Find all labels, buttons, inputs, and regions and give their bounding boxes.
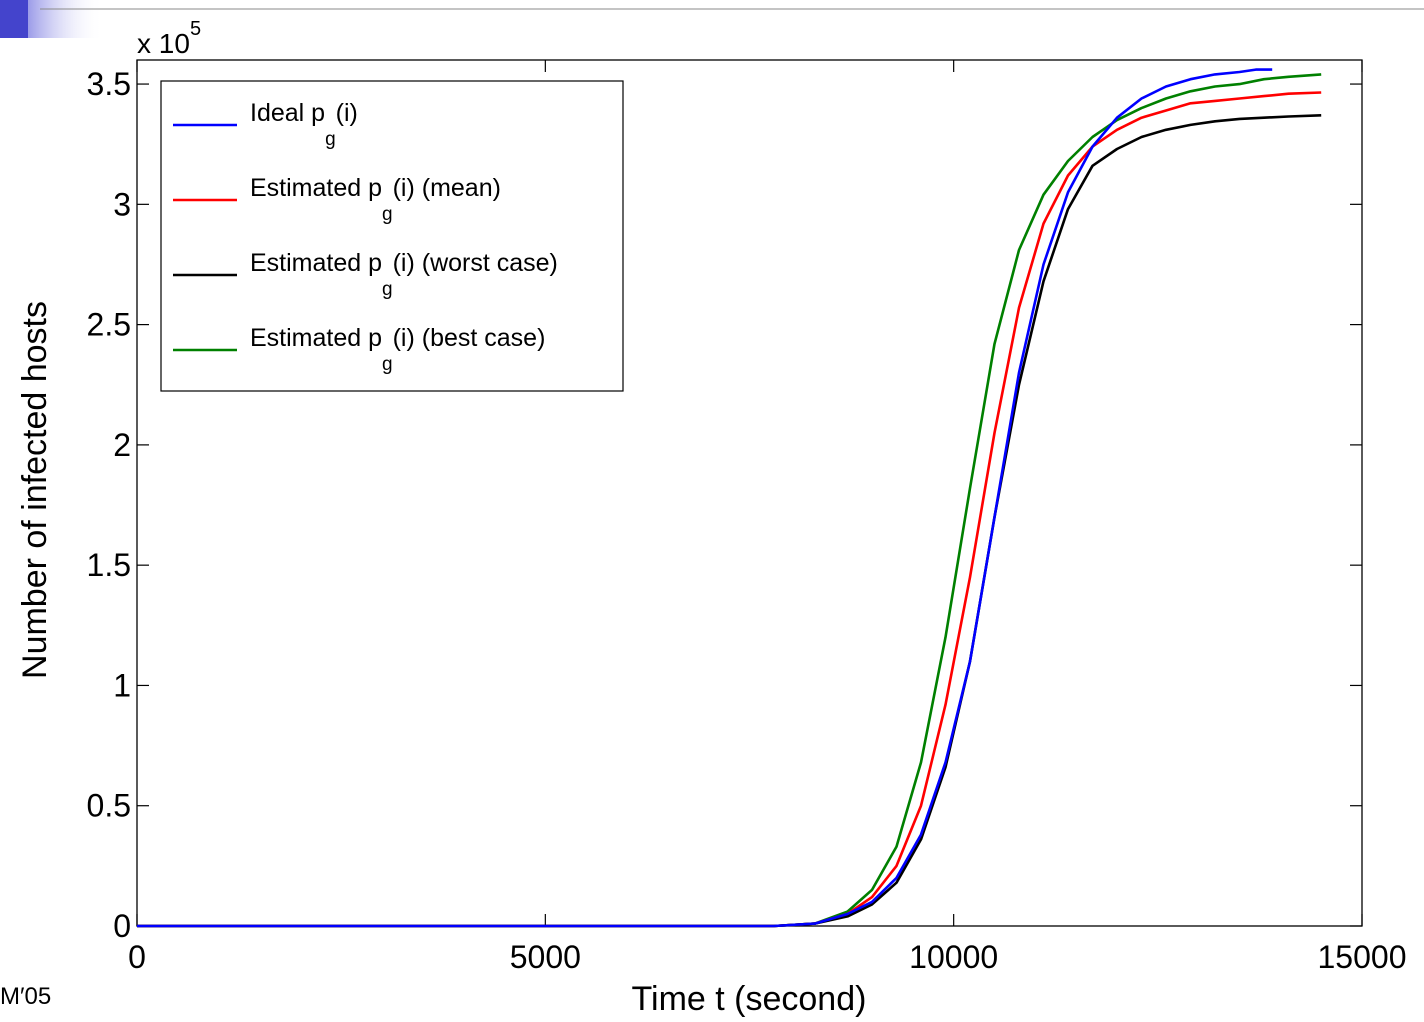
x-tick-label: 15000 [1318, 939, 1407, 975]
series-lines [137, 68, 1322, 928]
multiplier-exponent: 5 [190, 18, 201, 40]
y-tick-label: 0.5 [87, 788, 131, 824]
legend: Ideal pg(i) Estimated pg(i) (mean) Estimat… [160, 80, 624, 392]
y-tick-label: 1 [113, 667, 131, 703]
slide-header-decoration [0, 0, 1424, 38]
axis-ticks: 0 5000 10000 15000 0 0.5 1 1.5 2 2.5 3 3.5 [87, 60, 1407, 975]
x-tick-label: 0 [128, 939, 146, 975]
y-tick-label: 2 [113, 427, 131, 463]
series-line-2 [137, 114, 1322, 928]
y-tick-label: 0 [113, 908, 131, 944]
multiplier-base: x 10 [137, 28, 190, 59]
series-line-0 [137, 68, 1273, 928]
series-line-3 [137, 73, 1322, 928]
footer-text: M′05 [0, 983, 52, 1010]
y-axis-multiplier: x 105 [137, 18, 201, 59]
legend-label: Estimated pg(i) (mean) [250, 174, 501, 225]
y-tick-label: 3.5 [87, 66, 131, 102]
legend-box [160, 80, 624, 392]
y-tick-label: 2.5 [87, 307, 131, 343]
legend-label: Ideal pg(i) [250, 99, 358, 150]
y-tick-label: 1.5 [87, 547, 131, 583]
x-tick-label: 10000 [909, 939, 998, 975]
x-tick-label: 5000 [510, 939, 581, 975]
legend-label: Estimated pg(i) (best case) [250, 324, 545, 375]
y-axis-label: Number of infected hosts [16, 301, 54, 679]
y-tick-label: 3 [113, 186, 131, 222]
legend-label: Estimated pg(i) (worst case) [250, 249, 558, 300]
x-axis-label: Time t (second) [632, 980, 867, 1018]
series-line-1 [137, 91, 1322, 928]
